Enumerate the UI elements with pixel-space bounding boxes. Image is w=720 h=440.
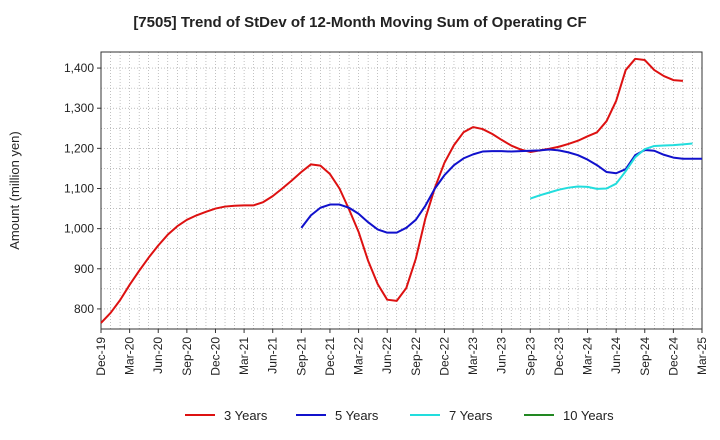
y-tick-label: 1,400	[64, 61, 94, 75]
x-tick-label: Jun-24	[609, 337, 623, 374]
y-tick-label: 1,100	[64, 181, 94, 195]
x-tick-label: Mar-25	[695, 337, 709, 375]
x-tick-label: Mar-24	[581, 337, 595, 375]
series-line-7-years	[529, 142, 693, 200]
legend-label: 10 Years	[563, 408, 614, 423]
x-tick-label: Mar-23	[466, 337, 480, 375]
legend: 3 Years 5 Years 7 Years 10 Years	[185, 408, 614, 423]
legend-label: 3 Years	[224, 408, 268, 423]
x-tick-label: Sep-21	[294, 337, 308, 376]
legend-label: 5 Years	[335, 408, 379, 423]
grid	[100, 52, 703, 330]
x-tick-label: Jun-21	[266, 337, 280, 374]
y-tick-label: 1,200	[64, 141, 94, 155]
x-tick-label: Jun-22	[380, 337, 394, 374]
x-tick-label: Dec-22	[437, 337, 451, 376]
series-line-5-years	[300, 148, 702, 234]
y-tick-label: 900	[74, 262, 94, 276]
x-tick-label: Sep-20	[180, 337, 194, 376]
series-line-3-years	[100, 57, 684, 324]
y-axis: 800 900 1,000 1,100 1,200 1,300 1,400	[64, 61, 101, 316]
y-tick-label: 1,000	[64, 222, 94, 236]
x-tick-label: Sep-24	[638, 337, 652, 376]
x-tick-label: Dec-21	[323, 337, 337, 376]
x-tick-label: Mar-21	[237, 337, 251, 375]
x-tick-label: Sep-23	[523, 337, 537, 376]
x-axis: Dec-19 Mar-20 Jun-20 Sep-20 Dec-20 Mar-21 Jun-…	[94, 329, 709, 376]
series-layer	[100, 57, 702, 324]
x-tick-label: Dec-24	[666, 337, 680, 376]
x-tick-label: Jun-23	[495, 337, 509, 374]
x-tick-label: Dec-20	[208, 337, 222, 376]
x-tick-label: Mar-20	[123, 337, 137, 375]
chart-title: [7505] Trend of StDev of 12-Month Moving…	[133, 14, 587, 31]
x-tick-label: Dec-23	[552, 337, 566, 376]
x-tick-label: Dec-19	[94, 337, 108, 376]
y-axis-title: Amount (million yen)	[7, 131, 22, 250]
legend-label: 7 Years	[449, 408, 493, 423]
x-tick-label: Jun-20	[151, 337, 165, 374]
x-tick-label: Mar-22	[352, 337, 366, 375]
plot-frame	[100, 51, 703, 330]
y-tick-label: 800	[74, 302, 94, 316]
y-tick-label: 1,300	[64, 101, 94, 115]
x-tick-label: Sep-22	[409, 337, 423, 376]
